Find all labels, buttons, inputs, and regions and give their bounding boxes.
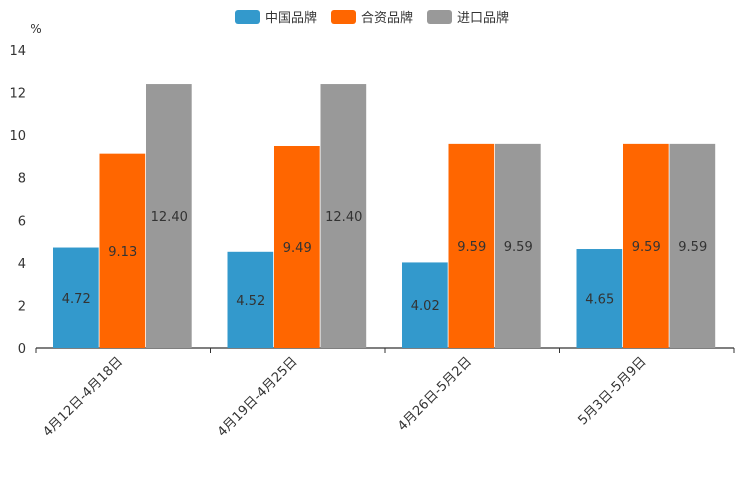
x-axis: 4月12日-4月18日 4月19日-4月25日 4月26日-5月2日 5月3日-5月9… bbox=[35, 347, 735, 440]
bar[interactable] bbox=[227, 251, 274, 348]
bar[interactable] bbox=[669, 143, 716, 348]
y-tick-label: 10 bbox=[9, 129, 26, 144]
bar-value-label: 9.59 bbox=[504, 240, 533, 255]
x-category-label: 4月12日-4月18日 bbox=[40, 354, 126, 440]
y-tick-label: 2 bbox=[18, 299, 26, 314]
x-category-label: 4月19日-4月25日 bbox=[215, 354, 301, 440]
x-category-label: 5月3日-5月9日 bbox=[575, 354, 649, 428]
bar-value-label: 9.59 bbox=[457, 240, 486, 255]
bar[interactable] bbox=[495, 143, 541, 348]
bar-value-label: 12.40 bbox=[325, 210, 362, 225]
legend-item-import-brand[interactable]: 进口品牌 bbox=[427, 7, 509, 26]
bar-value-label: 4.72 bbox=[62, 292, 91, 307]
y-tick-label: 4 bbox=[18, 257, 26, 272]
bar[interactable] bbox=[274, 145, 320, 348]
legend-swatch-import-brand bbox=[427, 9, 452, 24]
bar[interactable] bbox=[623, 143, 669, 348]
y-tick-label: 8 bbox=[18, 172, 26, 187]
bar-value-label: 9.59 bbox=[632, 240, 661, 255]
y-tick-label: 0 bbox=[18, 342, 26, 357]
bar-value-label: 9.13 bbox=[108, 245, 137, 260]
bar[interactable] bbox=[402, 262, 448, 348]
legend-label-import-brand: 进口品牌 bbox=[457, 11, 510, 26]
bar-value-label: 4.65 bbox=[585, 293, 614, 308]
bar[interactable] bbox=[320, 84, 367, 349]
legend-swatch-joint-venture-brand bbox=[330, 9, 356, 24]
bar[interactable] bbox=[448, 143, 495, 348]
bar[interactable] bbox=[146, 84, 192, 349]
bar-value-label: 9.59 bbox=[678, 240, 707, 255]
y-axis: 0 2 4 6 8 10 12 14 bbox=[9, 44, 26, 357]
bar-value-label: 9.49 bbox=[283, 241, 312, 256]
legend: 中国品牌 合资品牌 进口品牌 bbox=[0, 7, 744, 26]
y-tick-label: 14 bbox=[9, 44, 26, 59]
bar[interactable] bbox=[99, 153, 146, 348]
bar-value-label: 4.02 bbox=[411, 299, 440, 314]
bar-value-label: 4.52 bbox=[236, 294, 265, 309]
legend-label-china-brand: 中国品牌 bbox=[264, 11, 317, 26]
bar[interactable] bbox=[53, 247, 99, 348]
legend-item-joint-venture-brand[interactable]: 合资品牌 bbox=[330, 7, 413, 26]
bar-value-label: 12.40 bbox=[151, 210, 188, 225]
legend-item-china-brand[interactable]: 中国品牌 bbox=[234, 7, 317, 26]
y-tick-label: 12 bbox=[9, 87, 26, 102]
bar[interactable] bbox=[576, 249, 623, 348]
bar-labels: 4.72 4.52 4.02 4.65 9.13 9.49 9.59 9.59 12.40 12.… bbox=[62, 210, 707, 314]
x-category-label: 4月26日-5月2日 bbox=[395, 354, 475, 434]
legend-swatch-china-brand bbox=[234, 9, 260, 24]
bars bbox=[53, 84, 716, 349]
y-tick-label: 6 bbox=[18, 214, 26, 229]
legend-label-joint-venture-brand: 合资品牌 bbox=[360, 11, 413, 26]
y-unit-label: % bbox=[30, 22, 41, 36]
